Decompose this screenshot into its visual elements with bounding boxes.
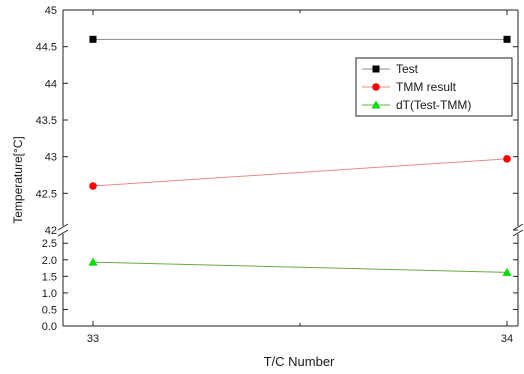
y-tick-label-upper: 44 (45, 78, 57, 90)
y-tick-label-lower: 2.0 (42, 255, 57, 267)
legend-label: dT(Test-TMM) (396, 98, 471, 112)
legend-marker (371, 100, 381, 109)
tick-marks: 42 42.5 43 43.5 44 44.5 45 0.0 0.5 1.0 1.5 2.0 2.5 33… (36, 5, 518, 345)
y-tick-label-upper: 42 (45, 225, 57, 237)
y-tick-label-upper: 42.5 (36, 188, 57, 200)
legend-label: Test (396, 62, 419, 76)
y-tick-label-lower: 1.5 (42, 271, 57, 283)
series-layer (88, 35, 512, 276)
axes (57, 9, 524, 327)
data-point (502, 267, 512, 276)
data-point (89, 35, 97, 43)
legend-marker (372, 83, 380, 91)
data-point (503, 35, 511, 43)
legend: Test TMM result dT(Test-TMM) (355, 57, 513, 117)
legend-label: TMM result (396, 80, 457, 94)
axis-break-mark-right (512, 223, 524, 231)
axis-break-mark-right (512, 229, 524, 237)
axis-break-mark-left (57, 223, 69, 231)
axis-break-mark-left (57, 229, 69, 237)
y-tick-label-lower: 0.0 (42, 321, 57, 333)
legend-marker (372, 65, 380, 73)
data-point (503, 155, 511, 163)
y-tick-label-lower: 1.0 (42, 288, 57, 300)
x-tick-label: 33 (87, 333, 99, 345)
y-tick-label-upper: 43 (45, 152, 57, 164)
series-line (92, 158, 508, 187)
x-tick-label: 34 (501, 333, 513, 345)
x-axis-label: T/C Number (264, 354, 335, 369)
data-point (89, 182, 97, 190)
y-axis-label: Temperature[°C] (11, 136, 25, 224)
series-line (92, 261, 508, 273)
y-tick-label-upper: 45 (45, 5, 57, 17)
data-point (88, 257, 98, 266)
y-tick-label-lower: 2.5 (42, 238, 57, 250)
y-tick-label-upper: 44.5 (36, 42, 57, 54)
y-tick-label-lower: 0.5 (42, 304, 57, 316)
y-tick-label-upper: 43.5 (36, 115, 57, 127)
